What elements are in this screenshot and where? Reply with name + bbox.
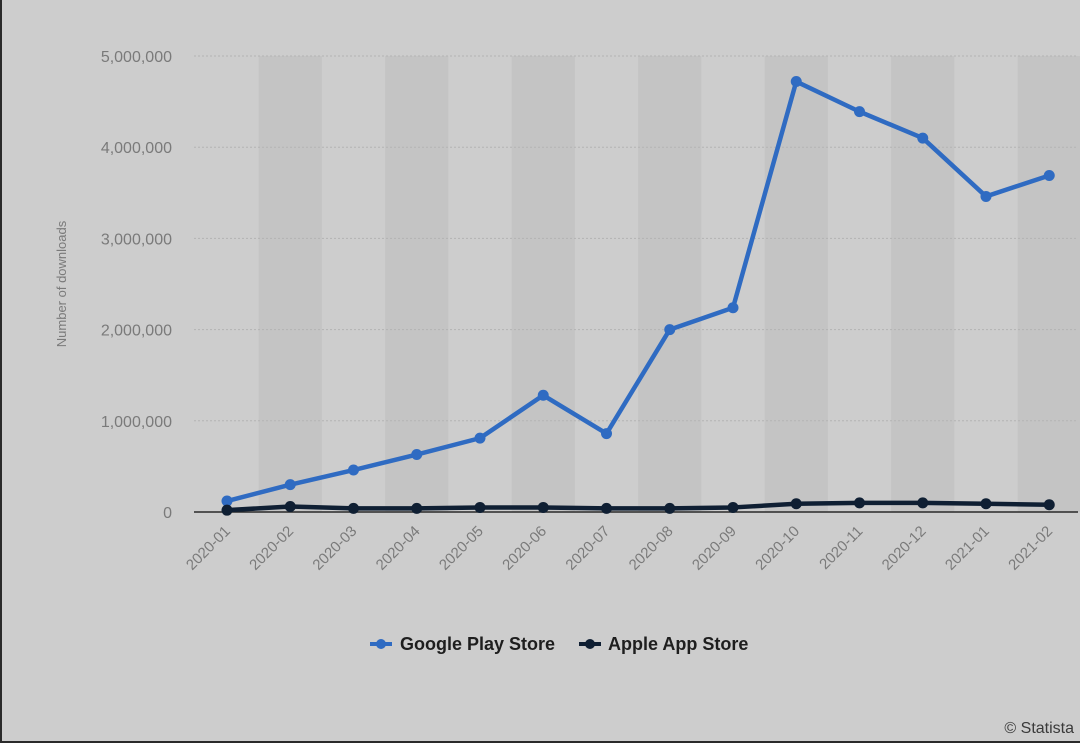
y-tick-label: 5,000,000 [101,49,172,66]
data-point[interactable] [980,498,992,510]
data-point[interactable] [790,498,802,510]
legend: Google Play Store Apple App Store [370,634,748,654]
data-point[interactable] [854,106,865,118]
data-point[interactable] [284,501,296,513]
y-axis-ticks: 0 1,000,000 2,000,000 3,000,000 4,000,000 5,0… [101,49,172,522]
x-tick-label: 2020-02 [246,523,297,574]
column-band [511,56,575,512]
column-band [638,56,702,512]
data-point[interactable] [537,501,549,513]
data-point[interactable] [917,497,929,509]
column-band [258,56,322,512]
data-point[interactable] [1043,499,1055,511]
data-point[interactable] [348,502,359,514]
data-point[interactable] [411,502,423,514]
series-line [224,79,1052,504]
data-point[interactable] [601,428,612,440]
legend-item-apple[interactable]: Apple App Store [579,634,748,654]
data-point[interactable] [411,449,423,461]
y-tick-label: 1,000,000 [101,414,172,431]
x-tick-label: 2020-11 [816,523,866,573]
data-point[interactable] [727,501,739,513]
data-point[interactable] [1043,169,1055,181]
column-band [891,56,955,512]
x-tick-label: 2020-08 [626,523,677,574]
data-point[interactable] [474,432,486,444]
x-tick-label: 2020-12 [879,523,930,574]
statista-credit[interactable]: © Statista [1004,720,1074,737]
x-tick-label: 2020-10 [752,523,803,574]
x-tick-label: 2020-04 [373,523,424,574]
x-axis-ticks: 2020-01 2020-02 2020-03 2020-04 2020-05 2020-… [183,523,1056,574]
column-band [764,56,828,512]
y-tick-label: 4,000,000 [101,140,172,157]
series-google-play [221,76,1055,507]
legend-item-google-play[interactable]: Google Play Store [370,634,555,654]
data-point[interactable] [854,497,865,509]
x-tick-label: 2021-02 [1005,523,1056,574]
y-tick-label: 0 [163,505,172,522]
data-point[interactable] [664,502,676,514]
column-band [385,56,449,512]
data-point[interactable] [474,501,486,513]
series-lines [221,76,1055,516]
column-bands [258,56,1080,512]
legend-label-apple: Apple App Store [608,634,748,654]
y-axis-label: Number of downloads [54,220,69,347]
legend-label-google: Google Play Store [400,634,555,654]
series-line [224,500,1052,513]
data-point[interactable] [348,464,359,476]
data-point[interactable] [601,502,612,514]
x-tick-label: 2021-01 [942,523,993,574]
data-point[interactable] [917,132,929,144]
y-tick-label: 2,000,000 [101,323,172,340]
gridlines [194,55,1078,513]
legend-marker-apple [585,639,595,649]
data-point[interactable] [221,504,233,516]
x-tick-label: 2020-06 [499,523,550,574]
legend-marker-google [376,639,386,649]
x-tick-label: 2020-01 [183,523,234,574]
data-point[interactable] [727,302,739,314]
column-band [1017,56,1080,512]
data-point[interactable] [664,324,676,336]
x-tick-label: 2020-07 [562,523,613,574]
x-tick-label: 2020-03 [309,523,360,574]
data-point[interactable] [790,76,802,88]
x-tick-label: 2020-05 [436,523,487,574]
data-point[interactable] [284,479,296,491]
x-tick-label: 2020-09 [689,523,740,574]
data-point[interactable] [537,389,549,401]
y-tick-label: 3,000,000 [101,231,172,248]
data-point[interactable] [980,190,992,202]
series-apple-app-store [221,497,1055,516]
data-point[interactable] [221,495,233,507]
